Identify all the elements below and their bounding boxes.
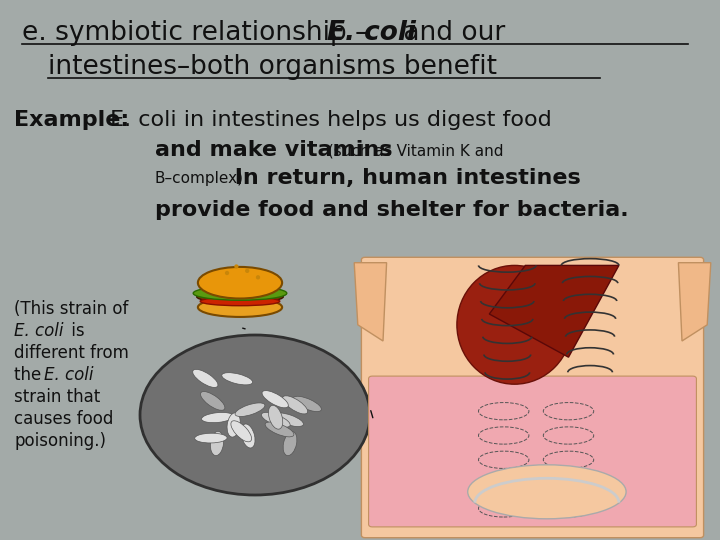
FancyBboxPatch shape [369,376,696,527]
Ellipse shape [269,406,283,429]
Ellipse shape [210,431,224,456]
Ellipse shape [140,335,370,495]
Ellipse shape [193,369,218,387]
Text: e. symbiotic relationship –: e. symbiotic relationship – [22,20,377,46]
Text: (such as Vitamin K and: (such as Vitamin K and [323,143,503,158]
FancyBboxPatch shape [361,257,703,538]
Text: E. coli: E. coli [14,322,63,340]
Ellipse shape [468,465,626,519]
Ellipse shape [225,271,229,275]
Text: Example:: Example: [14,110,130,130]
Ellipse shape [274,413,303,427]
Ellipse shape [198,267,282,299]
Text: B–complex): B–complex) [155,171,244,186]
Text: and our: and our [395,20,505,46]
Ellipse shape [194,433,227,443]
Ellipse shape [227,413,240,437]
Ellipse shape [261,413,290,427]
Ellipse shape [234,265,238,269]
Ellipse shape [198,298,282,317]
Text: poisoning.): poisoning.) [14,432,106,450]
Polygon shape [678,262,711,341]
Text: intestines–both organisms benefit: intestines–both organisms benefit [48,54,497,80]
Ellipse shape [202,413,234,423]
Ellipse shape [193,286,287,300]
Text: causes food: causes food [14,410,113,428]
Text: and make vitamins: and make vitamins [155,140,392,160]
Text: In return, human intestines: In return, human intestines [227,168,581,188]
Text: is: is [66,322,85,340]
Ellipse shape [262,390,288,408]
Polygon shape [490,265,619,357]
Text: different from: different from [14,344,129,362]
Ellipse shape [235,403,265,416]
Ellipse shape [283,431,297,456]
Ellipse shape [231,421,251,442]
Text: provide food and shelter for bacteria.: provide food and shelter for bacteria. [155,200,629,220]
Ellipse shape [222,373,253,385]
Ellipse shape [241,424,255,448]
Ellipse shape [245,269,249,273]
Ellipse shape [200,297,280,306]
Ellipse shape [265,422,294,437]
Text: E. coli in intestines helps us digest food: E. coli in intestines helps us digest fo… [103,110,552,130]
Text: the: the [14,366,47,384]
Text: E. coli: E. coli [44,366,94,384]
Ellipse shape [457,265,572,384]
Ellipse shape [200,392,225,410]
Text: (This strain of: (This strain of [14,300,128,318]
Ellipse shape [282,396,307,414]
Ellipse shape [293,396,321,411]
Text: strain that: strain that [14,388,100,406]
Polygon shape [354,262,387,341]
Text: E. coli: E. coli [327,20,416,46]
Ellipse shape [197,291,283,303]
Ellipse shape [256,275,260,280]
